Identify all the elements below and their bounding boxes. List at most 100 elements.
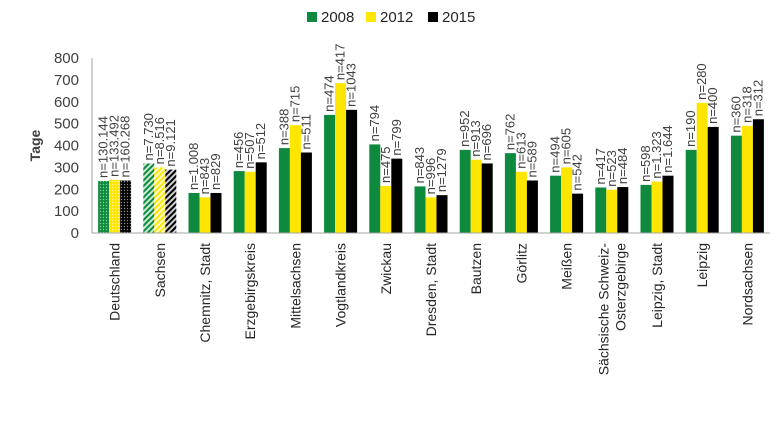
bars xyxy=(98,83,764,233)
n-label-2008: n=130.144 xyxy=(96,116,111,178)
bar-2008 xyxy=(595,187,607,233)
x-axis: Deutschland Sachsen Chemnitz, Stadt Erzgebi… xyxy=(92,232,770,376)
bar-2008 xyxy=(685,149,697,233)
n-label-2012: n=715 xyxy=(287,86,302,123)
category-label: Deutschland xyxy=(107,243,123,321)
y-tick-label: 500 xyxy=(54,116,79,133)
bar-2012 xyxy=(244,171,256,233)
category-label: Mittelsachsen xyxy=(287,243,303,329)
legend: 2008 2012 2015 xyxy=(307,9,475,26)
bar-2015 xyxy=(662,175,674,233)
bar-2015 xyxy=(617,187,629,233)
legend-swatch-2012 xyxy=(366,12,376,22)
category-label: Chemnitz, Stadt xyxy=(197,243,213,343)
n-label-2008: n=7.730 xyxy=(141,113,156,160)
n-label-2015: n=312 xyxy=(750,80,765,117)
bar-2015 xyxy=(707,126,719,233)
bar-2012 xyxy=(335,83,347,233)
bar-2012 xyxy=(606,189,618,233)
category-label: Osterzgebirge xyxy=(612,243,628,331)
n-label-2012: n=913 xyxy=(468,120,483,157)
n-label-2015: n=400 xyxy=(705,87,720,124)
n-label-2008: n=190 xyxy=(683,110,698,147)
y-tick-label: 700 xyxy=(54,72,79,89)
legend-label-2015: 2015 xyxy=(442,9,475,26)
bar-2015 xyxy=(120,180,132,233)
n-label-2012: n=605 xyxy=(559,128,574,165)
category-label: Leipzig, Stadt xyxy=(649,243,665,328)
bar-2012 xyxy=(515,171,527,233)
n-label-2012: n=507 xyxy=(242,132,257,169)
legend-label-2008: 2008 xyxy=(321,9,354,26)
n-label-2008: n=794 xyxy=(367,105,382,142)
bar-2012 xyxy=(154,167,166,233)
y-tick-label: 0 xyxy=(71,225,79,242)
category-label: Vogtlandkreis xyxy=(333,243,349,327)
n-label-2012: n=8.516 xyxy=(152,117,167,164)
y-tick-label: 300 xyxy=(54,159,79,176)
bar-2015 xyxy=(436,195,448,233)
bar-2012 xyxy=(425,197,437,233)
n-label-2012: n=523 xyxy=(604,150,619,187)
bar-2012 xyxy=(289,125,301,233)
n-label-2012: n=133.492 xyxy=(107,115,122,177)
bar-2008 xyxy=(324,114,336,233)
n-label-2012: n=318 xyxy=(739,86,754,123)
legend-swatch-2008 xyxy=(307,12,317,22)
category-label: Leipzig xyxy=(694,243,710,287)
n-label-2015: n=484 xyxy=(615,148,630,185)
category-label: Bautzen xyxy=(468,243,484,294)
bar-2008 xyxy=(640,184,652,233)
bar-2012 xyxy=(561,167,573,233)
bar-2012 xyxy=(470,159,482,233)
bar-2015 xyxy=(165,169,177,233)
category-label: Nordsachsen xyxy=(739,243,755,326)
n-label-2015: n=160.268 xyxy=(118,116,133,178)
n-label-2015: n=799 xyxy=(389,119,404,156)
bar-2015 xyxy=(752,119,764,233)
bar-2015 xyxy=(346,109,358,233)
bar-2008 xyxy=(504,153,516,233)
legend-label-2012: 2012 xyxy=(380,9,413,26)
n-label-2008: n=456 xyxy=(231,132,246,169)
bar-2015 xyxy=(255,162,267,233)
bar-2015 xyxy=(481,163,493,233)
category-label: Erzgebirgskreis xyxy=(242,243,258,339)
bar-2008 xyxy=(143,163,155,233)
y-tick-label: 600 xyxy=(54,94,79,111)
y-tick-label: 200 xyxy=(54,181,79,198)
bar-2008 xyxy=(233,171,245,233)
bar-2015 xyxy=(572,193,584,233)
y-tick-label: 400 xyxy=(54,138,79,155)
category-label: Sächsische Schweiz- xyxy=(595,243,611,376)
n-label-2015: n=829 xyxy=(208,153,223,190)
bar-2012 xyxy=(741,125,753,233)
category-label: Sachsen xyxy=(152,243,168,297)
n-label-2008: n=474 xyxy=(322,75,337,112)
n-label-2012: n=1.323 xyxy=(649,131,664,178)
n-label-2012: n=996 xyxy=(423,158,438,195)
bar-2012 xyxy=(380,185,392,233)
bar-2015 xyxy=(391,158,403,233)
n-label-2012: n=417 xyxy=(333,44,348,81)
n-label-2015: n=512 xyxy=(253,123,268,160)
n-label-2008: n=417 xyxy=(593,148,608,185)
n-label-2015: n=1043 xyxy=(344,63,359,107)
y-axis-title: Tage xyxy=(27,129,43,161)
bar-2015 xyxy=(210,192,222,233)
y-tick-label: 100 xyxy=(54,203,79,220)
legend-swatch-2015 xyxy=(428,12,438,22)
n-label-2015: n=511 xyxy=(298,114,313,150)
n-label-2012: n=843 xyxy=(197,158,212,195)
n-label-2015: n=9.121 xyxy=(163,119,178,166)
n-label-2015: n=542 xyxy=(570,154,585,191)
n-label-2012: n=613 xyxy=(513,132,528,169)
category-label: Görlitz xyxy=(513,243,529,283)
y-tick-label: 800 xyxy=(54,50,79,67)
n-label-2015: n=696 xyxy=(479,124,494,161)
n-label-2008: n=762 xyxy=(502,114,517,151)
n-label-2008: n=952 xyxy=(457,110,472,147)
n-label-2008: n=388 xyxy=(276,109,291,146)
